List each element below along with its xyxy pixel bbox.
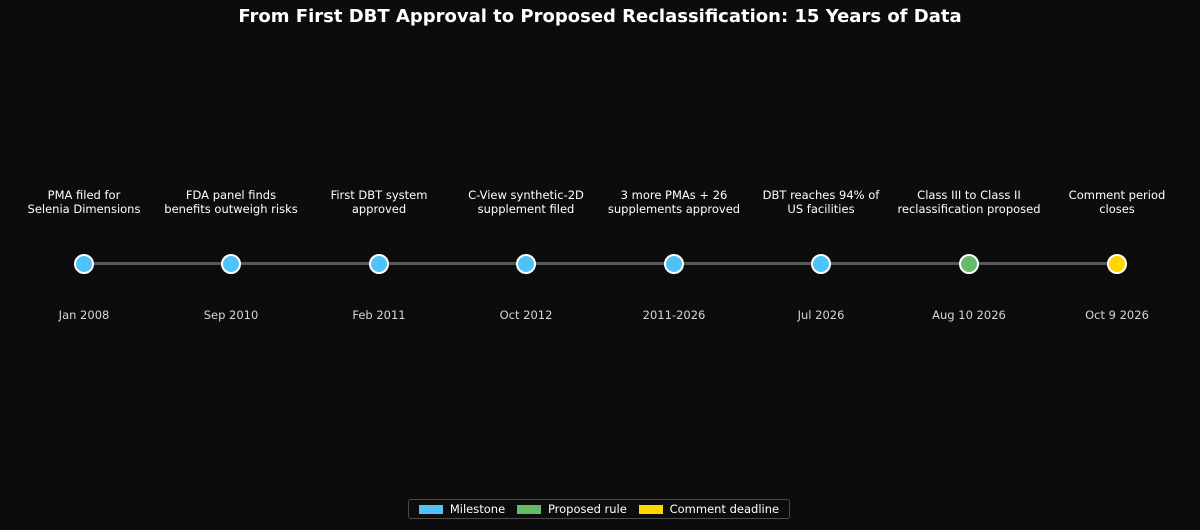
event-description: 3 more PMAs + 26 supplements approved bbox=[594, 188, 754, 216]
milestone-marker bbox=[74, 254, 94, 274]
milestone-marker bbox=[369, 254, 389, 274]
event-date: Jan 2008 bbox=[58, 308, 110, 322]
legend-item-proposed-rule: Proposed rule bbox=[516, 502, 627, 516]
event-description-line: approved bbox=[351, 202, 407, 216]
event-description: C-View synthetic-2D supplement filed bbox=[446, 188, 606, 216]
event-description-line: supplements approved bbox=[607, 202, 741, 216]
legend-label: Proposed rule bbox=[547, 502, 627, 516]
event-description: Class III to Class II reclassification p… bbox=[889, 188, 1049, 216]
event-description: Comment period closes bbox=[1037, 188, 1197, 216]
event-description: First DBT system approved bbox=[299, 188, 459, 216]
event-description-line: benefits outweigh risks bbox=[164, 202, 298, 216]
legend-label: Milestone bbox=[449, 502, 506, 516]
event-description-line: Selenia Dimensions bbox=[27, 202, 141, 216]
event-description-line: US facilities bbox=[787, 202, 855, 216]
milestone-marker bbox=[221, 254, 241, 274]
event-description: DBT reaches 94% of US facilities bbox=[741, 188, 901, 216]
event-date: Feb 2011 bbox=[352, 308, 406, 322]
event-description-line: PMA filed for bbox=[47, 188, 121, 202]
legend-item-milestone: Milestone bbox=[418, 502, 506, 516]
event-description-line: 3 more PMAs + 26 bbox=[620, 188, 728, 202]
event-date: Jul 2026 bbox=[797, 308, 845, 322]
event-description-line: DBT reaches 94% of bbox=[762, 188, 880, 202]
timeline-axis-line bbox=[84, 262, 1117, 265]
legend-swatch bbox=[638, 504, 663, 514]
event-date: Oct 9 2026 bbox=[1085, 308, 1149, 322]
event-date: Aug 10 2026 bbox=[932, 308, 1006, 322]
event-description-line: FDA panel finds bbox=[185, 188, 277, 202]
milestone-marker bbox=[664, 254, 684, 274]
milestone-marker bbox=[516, 254, 536, 274]
milestone-marker bbox=[811, 254, 831, 274]
event-description-line: Class III to Class II bbox=[917, 188, 1021, 202]
legend-item-comment-deadline: Comment deadline bbox=[638, 502, 780, 516]
event-description-line: First DBT system bbox=[330, 188, 428, 202]
event-date: Oct 2012 bbox=[499, 308, 553, 322]
event-description: PMA filed for Selenia Dimensions bbox=[4, 188, 164, 216]
event-date: Sep 2010 bbox=[203, 308, 259, 322]
legend-swatch bbox=[516, 504, 541, 514]
event-description-line: Comment period bbox=[1068, 188, 1166, 202]
event-description-line: reclassification proposed bbox=[897, 202, 1041, 216]
event-date: 2011-2026 bbox=[642, 308, 706, 322]
proposed-rule-marker bbox=[959, 254, 979, 274]
event-description-line: C-View synthetic-2D bbox=[468, 188, 584, 202]
chart-title: From First DBT Approval to Proposed Recl… bbox=[238, 6, 962, 27]
event-description-line: closes bbox=[1099, 202, 1135, 216]
event-description: FDA panel finds benefits outweigh risks bbox=[151, 188, 311, 216]
comment-deadline-marker bbox=[1107, 254, 1127, 274]
event-description-line: supplement filed bbox=[477, 202, 575, 216]
legend-swatch bbox=[418, 504, 443, 514]
legend-label: Comment deadline bbox=[669, 502, 780, 516]
legend: Milestone Proposed rule Comment deadline bbox=[408, 499, 790, 519]
